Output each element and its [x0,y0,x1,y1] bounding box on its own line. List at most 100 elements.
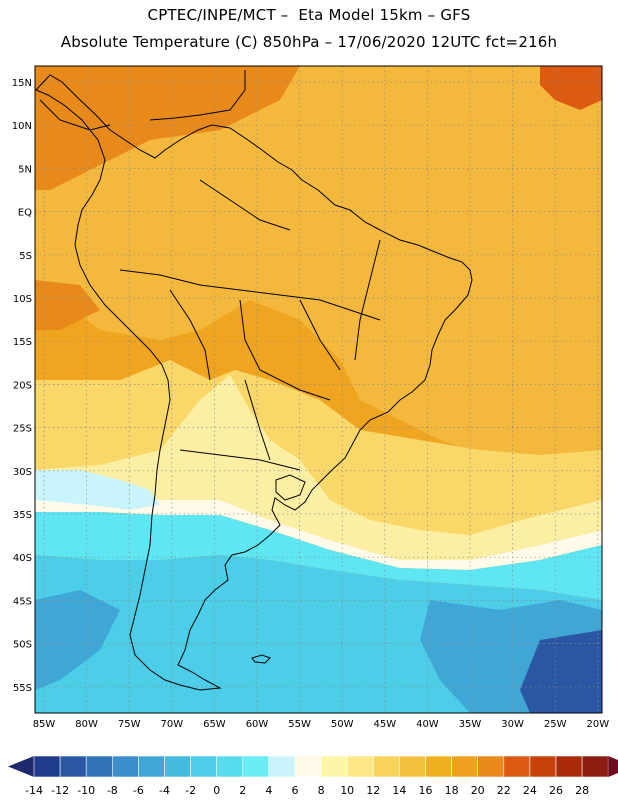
title-line-1: CPTEC/INPE/MCT – Eta Model 15km – GFS [147,6,471,24]
graticule [35,66,602,713]
colorbar-tick-label: -4 [159,784,170,797]
lon-label: 20W [586,719,609,730]
temperature-field [35,66,602,713]
field-blue-regions [35,590,602,713]
latitude-labels: 15N 10N 5N EQ 5S 10S 15S 20S 25S 30S 35S… [12,78,32,694]
lon-label: 70W [160,719,183,730]
colorbar-cell [372,755,400,778]
lat-label: 40S [13,553,32,564]
lon-label: 25W [544,719,567,730]
lon-label: 30W [501,719,524,730]
colorbar-tick-label: 0 [213,784,220,797]
field-deep-blue-corner [520,630,602,713]
lon-label: 60W [246,719,269,730]
colorbar-tick-label: -8 [107,784,118,797]
lat-label: 20S [13,380,32,391]
colorbar-cell [33,755,61,778]
caribbean-coastlines [39,70,246,131]
south-america-outline [35,74,473,691]
lat-label: 55S [13,683,32,694]
colorbar-cell [294,755,322,778]
colorbar-tick-label: 22 [497,784,511,797]
lat-label: 30S [13,467,32,478]
colorbar-tick-label: 16 [419,784,433,797]
lon-label: 85W [33,719,56,730]
lon-label: 45W [373,719,396,730]
field-warm-deep-north [35,66,300,190]
field-pale-yellow-band [35,375,602,560]
colorbar-tick-label: -6 [133,784,144,797]
lon-label: 55W [288,719,311,730]
lat-label: 15N [12,78,32,89]
colorbar-tick-label: -12 [51,784,69,797]
lat-label: 5N [18,164,32,175]
field-pale-cyan-patch [35,470,160,510]
lat-label: 25S [13,424,32,435]
field-cyan-band [35,512,602,600]
colorbar-cell [112,755,139,778]
colorbar-tick-label: -2 [185,784,196,797]
lon-label: 80W [75,719,98,730]
colorbar-tick-label: 8 [318,784,325,797]
colorbar-tick-label: 4 [265,784,272,797]
colorbar-tick-label: 20 [471,784,485,797]
lat-label: 45S [13,596,32,607]
lat-label: 15S [13,337,32,348]
colorbar-cell [138,755,165,778]
colorbar-cell [164,755,191,778]
title-line-2: Absolute Temperature (C) 850hPa – 17/06/… [60,33,558,51]
field-yellow-band [35,360,602,540]
longitude-labels: 85W 80W 75W 70W 65W 60W 55W 50W 45W 40W … [33,719,610,730]
colorbar-cell [503,755,531,778]
colorbar-cell [216,755,244,778]
colorbar-tick-label: 10 [340,784,354,797]
lat-label: 35S [13,510,32,521]
colorbar-ticks: -14 -12 -10 -8 -6 -4 -2 0 2 4 6 8 10 12 … [25,784,589,797]
colorbar-cell [529,755,557,778]
coastlines-and-borders [35,70,473,691]
field-cream-band [35,492,602,570]
field-warm-light-band [35,66,602,470]
colorbar-high-arrow [608,756,618,777]
colorbar-cell [59,755,87,778]
colorbar-cell [477,755,505,778]
colorbar-cells [33,755,609,778]
colorbar-tick-label: 18 [445,784,459,797]
colorbar-tick-label: 2 [239,784,246,797]
colorbar-cell [190,755,218,778]
colorbar-tick-label: -14 [25,784,43,797]
colorbar-low-arrow [8,756,34,777]
colorbar-cell [268,755,296,778]
colorbar-tick-label: 24 [523,784,537,797]
falkland-islands [251,654,271,664]
colorbar-tick-label: -10 [77,784,95,797]
field-warm-deep-west [35,280,100,330]
lon-label: 50W [331,719,354,730]
colorbar-cell [320,755,348,778]
colorbar-tick-label: 26 [549,784,563,797]
colorbar-cell [425,755,452,778]
colorbar-tick-label: 14 [392,784,406,797]
lon-label: 65W [203,719,226,730]
colorbar-legend: -14 -12 -10 -8 -6 -4 -2 0 2 4 6 8 10 12 … [8,755,618,797]
lon-label: 75W [118,719,141,730]
country-borders [119,179,381,471]
plot-frame [34,65,603,714]
colorbar-cell [346,755,374,778]
lon-label: 35W [459,719,482,730]
colorbar-tick-label: 28 [575,784,589,797]
colorbar-tick-label: 12 [366,784,380,797]
colorbar-cell [85,755,113,778]
lat-label: 50S [13,640,32,651]
colorbar-cell [399,755,426,778]
colorbar-cell [555,755,583,778]
colorbar-cell [242,755,270,778]
lat-label: 10S [13,294,32,305]
lat-label: 10N [12,121,32,132]
lat-label: EQ [18,208,32,219]
lat-label: 5S [19,251,32,262]
colorbar-cell [581,755,609,778]
rio-de-la-plata [275,474,306,501]
colorbar-cell [451,755,479,778]
